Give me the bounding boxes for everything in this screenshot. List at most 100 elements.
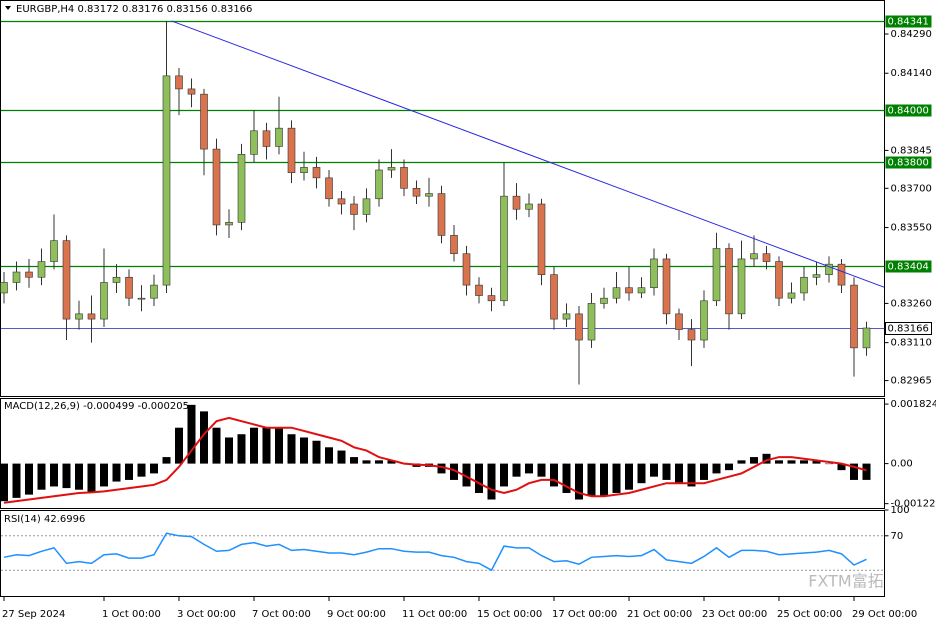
candle-body (700, 300, 708, 341)
macd-bar (587, 463, 596, 497)
x-tick-label: 11 Oct 00:00 (402, 609, 467, 620)
macd-bar (150, 463, 158, 474)
y-tick-label: 0.83550 (891, 223, 932, 234)
candle-body (50, 240, 58, 262)
candle-body (650, 258, 658, 289)
macd-bar (775, 460, 783, 464)
x-tick-label: 1 Oct 00:00 (102, 609, 161, 620)
candle-body (437, 193, 446, 236)
candle-body (825, 263, 833, 275)
level-label: 0.84000 (888, 106, 929, 117)
macd-header: MACD(12,26,9) -0.000499 -0.000205 (4, 401, 189, 412)
macd-bar (225, 437, 233, 464)
macd-bar (100, 463, 108, 487)
macd-bar (600, 463, 608, 497)
macd-bar (250, 427, 258, 464)
candle-body (550, 274, 558, 320)
candle-body (500, 195, 508, 302)
candle-body (462, 253, 471, 286)
macd-bar (787, 460, 796, 464)
candle-body (362, 198, 371, 215)
candle-body (312, 167, 321, 179)
macd-bar (700, 463, 708, 480)
candle-body (162, 75, 171, 286)
candle-body (125, 276, 133, 299)
x-tick-label: 21 Oct 00:00 (627, 609, 692, 620)
macd-bar (337, 450, 346, 464)
level-label: 0.83404 (888, 262, 929, 273)
candle-body (725, 248, 733, 315)
candle-body (787, 292, 796, 299)
x-tick-label: 9 Oct 00:00 (327, 609, 386, 620)
candle-body (600, 297, 608, 304)
macd-bar (537, 463, 546, 477)
macd-bar (800, 460, 808, 464)
candle-body (525, 203, 533, 210)
candle-body (400, 167, 408, 189)
y-tick-label: 0.84140 (891, 68, 932, 79)
candle-body (625, 287, 633, 294)
candle-body (800, 276, 808, 294)
macd-bar (512, 463, 521, 477)
macd-bar (300, 437, 308, 464)
macd-bar (462, 463, 471, 487)
macd-bar (475, 463, 483, 493)
candle-body (450, 235, 458, 255)
y-tick-label: 70 (891, 531, 904, 542)
candle-body (262, 130, 271, 147)
rsi-pane (0, 510, 885, 597)
macd-bar (75, 463, 83, 490)
candle-body (425, 193, 433, 197)
candle-body (750, 253, 758, 260)
candle-body (325, 177, 333, 200)
candle-body (137, 297, 146, 300)
candle-body (12, 271, 21, 283)
trendline (171, 20, 885, 288)
macd-bar (362, 460, 371, 464)
macd-bar (375, 460, 383, 464)
candle-body (200, 93, 208, 150)
candle-body (375, 169, 383, 200)
rsi-line (3, 532, 867, 572)
candle-body (100, 282, 108, 320)
macd-bar (675, 463, 683, 484)
y-tick-label: 0.001824 (891, 399, 936, 410)
candle-body (562, 313, 571, 320)
macd-bar (737, 460, 746, 464)
candle-body (587, 303, 596, 341)
macd-bar (25, 463, 33, 495)
candle-body (275, 127, 283, 147)
candle-body (412, 188, 421, 197)
macd-bar (200, 411, 208, 464)
macd-bar (37, 463, 46, 490)
x-tick-label: 3 Oct 00:00 (177, 609, 236, 620)
candle-body (387, 167, 396, 171)
candle-body (150, 284, 158, 299)
last-price-label: 0.83166 (888, 324, 929, 335)
macd-bar (237, 434, 246, 464)
candle-body (175, 75, 183, 90)
macd-bar (850, 463, 858, 480)
macd-bar (87, 463, 96, 493)
macd-bar (487, 463, 496, 500)
macd-bar (0, 463, 8, 502)
macd-bar (862, 463, 871, 480)
candle-body (662, 258, 671, 315)
candle-body (637, 287, 646, 294)
candle-body (687, 329, 696, 341)
level-label-box (885, 156, 932, 169)
candle-body (87, 313, 96, 320)
level-label: 0.84341 (888, 17, 929, 28)
x-tick-label: 25 Oct 00:00 (777, 609, 842, 620)
macd-bar (212, 427, 221, 464)
macd-bar (762, 453, 771, 464)
candle-body (37, 261, 46, 278)
macd-bar (137, 463, 146, 477)
macd-bar (62, 463, 71, 489)
x-tick-label: 7 Oct 00:00 (252, 609, 311, 620)
macd-bar (437, 463, 446, 474)
macd-bar (562, 463, 571, 493)
candle-body (487, 295, 496, 302)
